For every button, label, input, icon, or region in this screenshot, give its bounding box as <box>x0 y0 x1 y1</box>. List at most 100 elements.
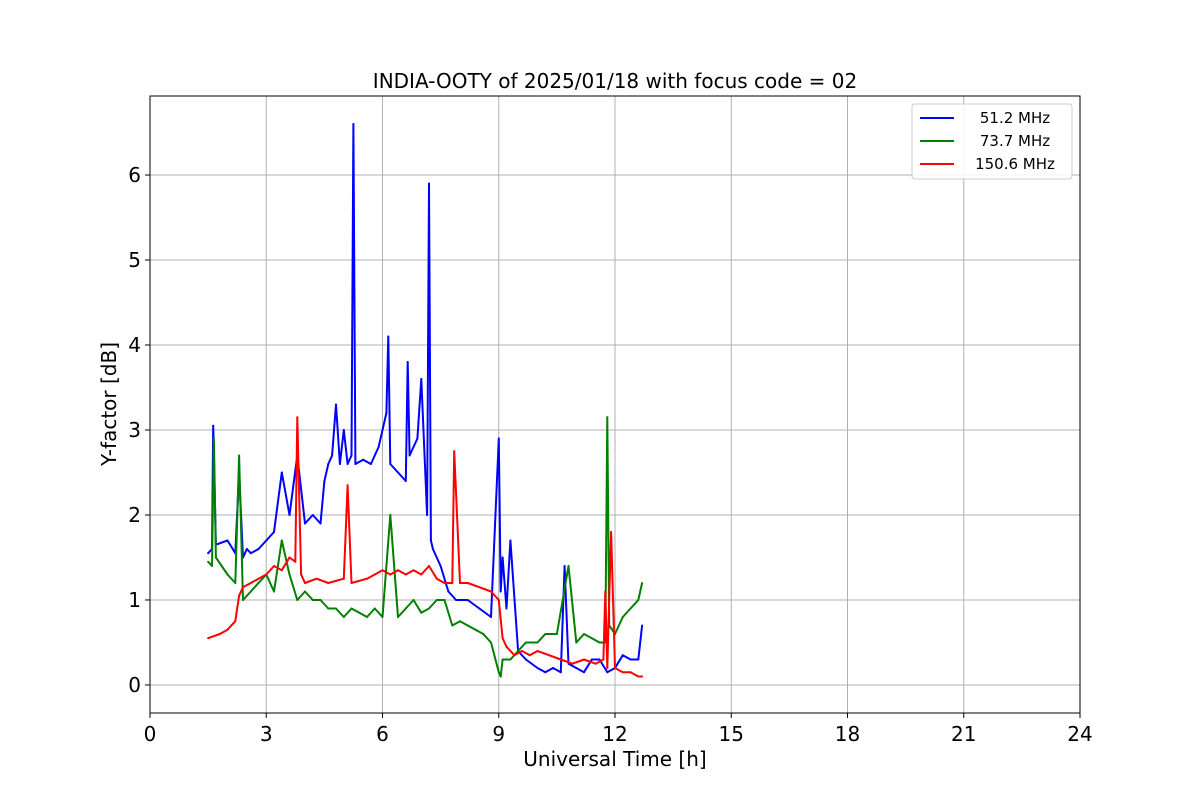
x-tick-label: 18 <box>835 722 860 746</box>
data-point <box>238 594 241 597</box>
data-point <box>350 582 353 584</box>
data-point <box>397 569 399 572</box>
data-point <box>242 586 244 589</box>
data-point <box>606 667 609 669</box>
data-point <box>524 658 527 661</box>
data-point <box>497 671 500 674</box>
y-tick-label: 0 <box>128 673 141 697</box>
data-point <box>257 548 260 550</box>
data-point <box>412 599 415 601</box>
series-1 <box>207 416 644 678</box>
x-tick-label: 21 <box>951 722 976 746</box>
data-point <box>501 556 504 559</box>
data-point <box>214 556 217 559</box>
data-point <box>428 607 430 610</box>
data-point <box>381 569 384 572</box>
data-point <box>211 565 213 567</box>
y-tick-label: 3 <box>128 418 141 442</box>
data-point <box>238 454 241 457</box>
data-point <box>273 590 275 593</box>
data-point <box>621 616 624 618</box>
data-point <box>245 548 248 550</box>
y-tick-label: 2 <box>128 503 141 527</box>
data-point <box>338 463 341 465</box>
data-point <box>242 599 244 601</box>
data-point <box>323 480 326 482</box>
data-point <box>304 590 306 593</box>
data-point <box>505 607 508 610</box>
data-point <box>590 637 593 640</box>
data-point <box>567 565 570 567</box>
data-point <box>226 539 229 542</box>
data-point <box>331 454 334 457</box>
data-point <box>455 599 458 601</box>
data-point <box>426 514 429 516</box>
legend-label: 51.2 MHz <box>980 109 1050 127</box>
data-point <box>387 335 390 338</box>
data-point <box>482 633 485 635</box>
data-point <box>453 450 456 453</box>
data-point <box>528 654 531 657</box>
data-point <box>249 582 252 584</box>
data-point <box>536 650 539 652</box>
data-point <box>296 416 299 419</box>
data-point <box>207 552 210 555</box>
data-point <box>249 590 252 593</box>
data-point <box>575 641 578 644</box>
x-axis-label: Universal Time [h] <box>523 747 706 771</box>
data-point <box>517 650 520 652</box>
data-point <box>207 560 210 563</box>
data-point <box>559 658 562 661</box>
chart-title: INDIA-OOTY of 2025/01/18 with focus code… <box>373 69 857 93</box>
data-point <box>509 539 512 542</box>
data-point <box>335 403 337 406</box>
data-point <box>428 182 430 185</box>
data-point <box>428 565 430 567</box>
data-point <box>257 582 260 584</box>
data-point <box>377 446 380 448</box>
data-point <box>435 599 438 601</box>
x-tick-label: 9 <box>492 722 505 746</box>
data-point <box>335 607 337 610</box>
legend-label: 73.7 MHz <box>980 132 1050 150</box>
data-point <box>621 671 624 674</box>
data-point <box>641 624 644 627</box>
data-point <box>327 582 330 584</box>
data-point <box>552 667 554 669</box>
data-point <box>641 582 644 584</box>
data-point <box>304 582 306 584</box>
data-point <box>536 667 539 669</box>
data-point <box>575 667 578 669</box>
data-point <box>583 633 585 635</box>
data-point <box>294 560 297 563</box>
y-tick-label: 1 <box>128 588 141 612</box>
data-point <box>451 582 454 584</box>
data-point <box>451 624 454 627</box>
data-point <box>342 577 345 580</box>
data-point <box>350 454 353 457</box>
data-point <box>406 361 409 363</box>
data-point <box>404 573 407 576</box>
data-point <box>212 424 215 427</box>
series-2 <box>207 416 644 678</box>
legend-label: 150.6 MHz <box>975 155 1055 173</box>
data-point <box>288 573 291 576</box>
data-point <box>373 573 376 576</box>
data-point <box>319 599 322 601</box>
data-point <box>397 616 399 618</box>
data-point <box>571 662 574 665</box>
data-point <box>280 471 283 474</box>
data-point <box>559 671 562 674</box>
data-point <box>435 577 438 580</box>
data-point <box>352 123 355 125</box>
data-point <box>466 599 469 601</box>
data-point <box>234 582 237 584</box>
data-point <box>420 378 423 380</box>
data-point <box>563 565 566 567</box>
data-point <box>354 463 357 465</box>
data-point <box>420 573 423 576</box>
data-point <box>499 590 502 593</box>
data-point <box>548 654 551 657</box>
data-point <box>366 616 368 618</box>
data-point <box>369 463 372 465</box>
